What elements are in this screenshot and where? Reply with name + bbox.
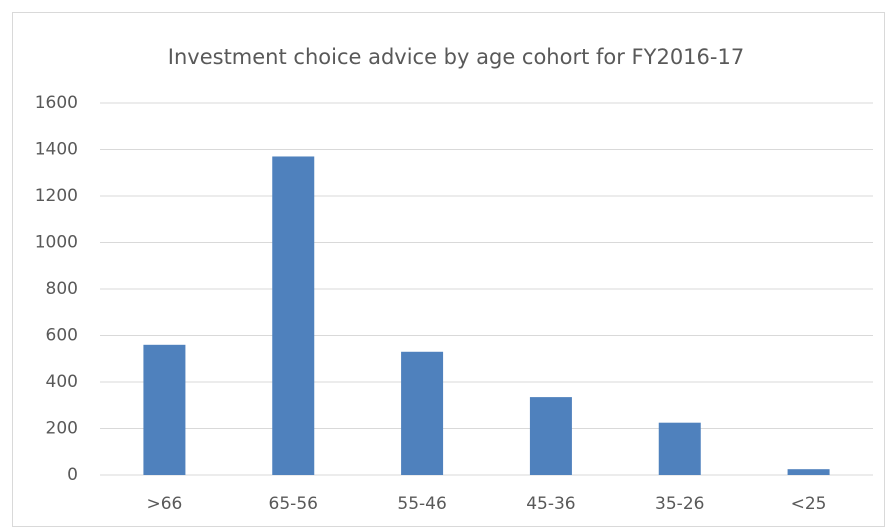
x-tick-label: 55-46	[397, 494, 446, 514]
y-tick-label: 600	[46, 326, 78, 346]
y-tick-label: 400	[46, 372, 78, 392]
x-tick-label: 65-56	[269, 494, 318, 514]
bar	[658, 422, 701, 475]
y-tick-label: 1200	[35, 186, 78, 206]
bar	[143, 344, 186, 475]
y-tick-label: 1600	[35, 93, 78, 113]
chart-border	[12, 12, 885, 527]
bar	[272, 156, 315, 475]
bar	[401, 351, 444, 475]
bar	[529, 397, 572, 475]
x-tick-label: <25	[791, 494, 827, 514]
x-tick-label: 45-36	[526, 494, 575, 514]
y-tick-label: 0	[67, 465, 78, 485]
y-tick-label: 1000	[35, 233, 78, 253]
y-tick-label: 1400	[35, 140, 78, 160]
x-tick-label: 35-26	[655, 494, 704, 514]
y-tick-label: 800	[46, 279, 78, 299]
chart-title: Investment choice advice by age cohort f…	[168, 45, 744, 69]
y-tick-label: 200	[46, 419, 78, 439]
x-tick-label: >66	[146, 494, 182, 514]
bar	[787, 469, 830, 475]
